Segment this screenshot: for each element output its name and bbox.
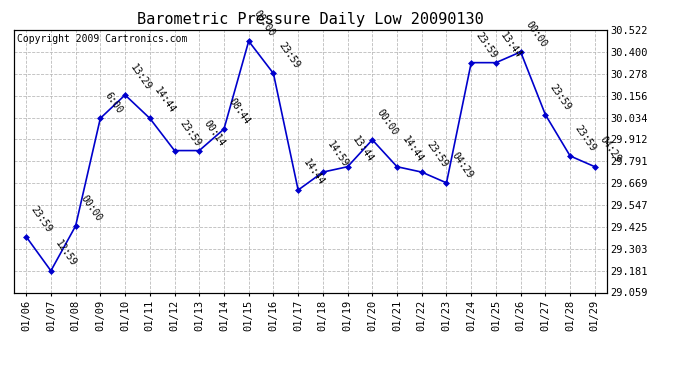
Text: 13:44: 13:44 [499,30,524,60]
Text: 13:29: 13:29 [128,62,153,92]
Text: 00:00: 00:00 [524,20,549,49]
Text: 6:00: 6:00 [103,90,125,116]
Title: Barometric Pressure Daily Low 20090130: Barometric Pressure Daily Low 20090130 [137,12,484,27]
Text: 00:00: 00:00 [79,194,103,223]
Text: 14:59: 14:59 [326,140,351,170]
Text: 23:59: 23:59 [29,204,54,234]
Text: 23:59: 23:59 [424,140,450,170]
Text: 23:59: 23:59 [474,30,499,60]
Text: 08:44: 08:44 [227,96,252,126]
Text: 14:44: 14:44 [152,86,177,116]
Text: 23:59: 23:59 [177,118,202,148]
Text: 23:59: 23:59 [573,123,598,153]
Text: 04:29: 04:29 [598,134,622,164]
Text: 00:00: 00:00 [251,9,277,38]
Text: 00:00: 00:00 [375,107,400,137]
Text: 23:59: 23:59 [548,82,573,112]
Text: Copyright 2009 Cartronics.com: Copyright 2009 Cartronics.com [17,34,187,44]
Text: 13:44: 13:44 [351,134,375,164]
Text: 00:14: 00:14 [202,118,227,148]
Text: 14:44: 14:44 [301,158,326,187]
Text: 23:59: 23:59 [276,41,302,70]
Text: 12:59: 12:59 [54,238,79,268]
Text: 14:44: 14:44 [400,134,425,164]
Text: 04:29: 04:29 [449,150,474,180]
